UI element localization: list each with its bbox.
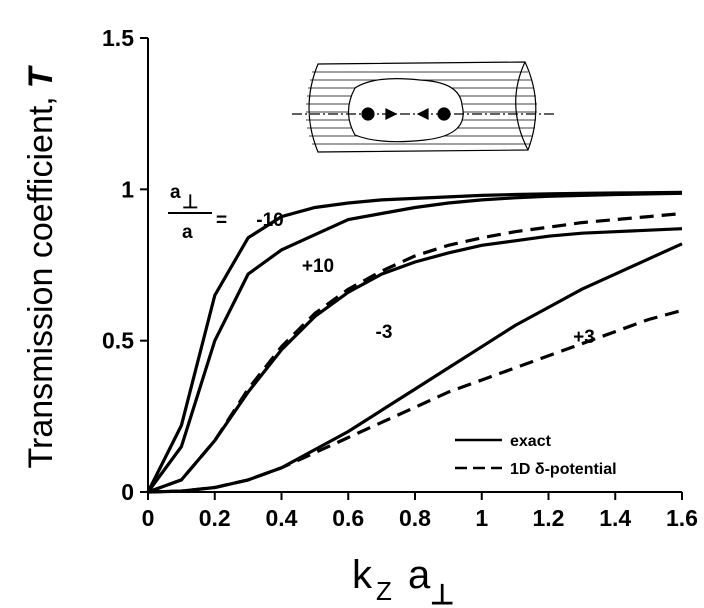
line: [146, 191, 683, 493]
x-label-k: k: [352, 553, 373, 597]
line: [147, 227, 683, 494]
x-tick-label: 1.4: [599, 505, 631, 531]
x-tick-label: 1.6: [666, 505, 698, 531]
curve-label: +10: [302, 256, 334, 277]
x-tick-label: 0.4: [266, 505, 298, 531]
y-tick-label: 0.5: [102, 328, 134, 354]
x-label-a-sub: ⊥: [430, 579, 454, 608]
curve-label: -10: [256, 210, 283, 231]
x-tick-label: 0: [142, 505, 155, 531]
y-axis-label-symbol: T: [22, 64, 60, 88]
inset-diagram: [292, 61, 555, 153]
x-label-a: a: [408, 553, 431, 597]
line: [147, 242, 683, 494]
x-tick-label: 1: [475, 505, 488, 531]
y-tick-label: 1: [121, 176, 134, 202]
x-tick-label: 1.2: [533, 505, 565, 531]
y-axis-label-text: Transmission coefficient,: [22, 96, 60, 468]
y-tick-label: 1.5: [102, 25, 134, 51]
legend-label: exact: [510, 433, 552, 450]
y-axis-label: Transmission coefficient, T: [22, 64, 60, 468]
ratio-numerator: a: [170, 182, 181, 203]
x-label-k-sub: Z: [376, 576, 392, 606]
x-tick-label: 0.8: [399, 505, 431, 531]
curve-label: +3: [573, 327, 595, 348]
x-tick-label: 0.2: [199, 505, 231, 531]
y-tick-label: 0: [121, 479, 134, 505]
ratio-equals: =: [216, 210, 227, 231]
x-tick-label: 0.6: [332, 505, 364, 531]
line: [146, 190, 683, 493]
ratio-denominator: a: [182, 222, 193, 243]
ratio-numerator-sub: ⊥: [182, 192, 199, 213]
line: [147, 211, 683, 494]
line: [147, 308, 683, 494]
legend-label: 1D δ-potential: [510, 461, 617, 478]
curve-label: -3: [376, 322, 393, 343]
